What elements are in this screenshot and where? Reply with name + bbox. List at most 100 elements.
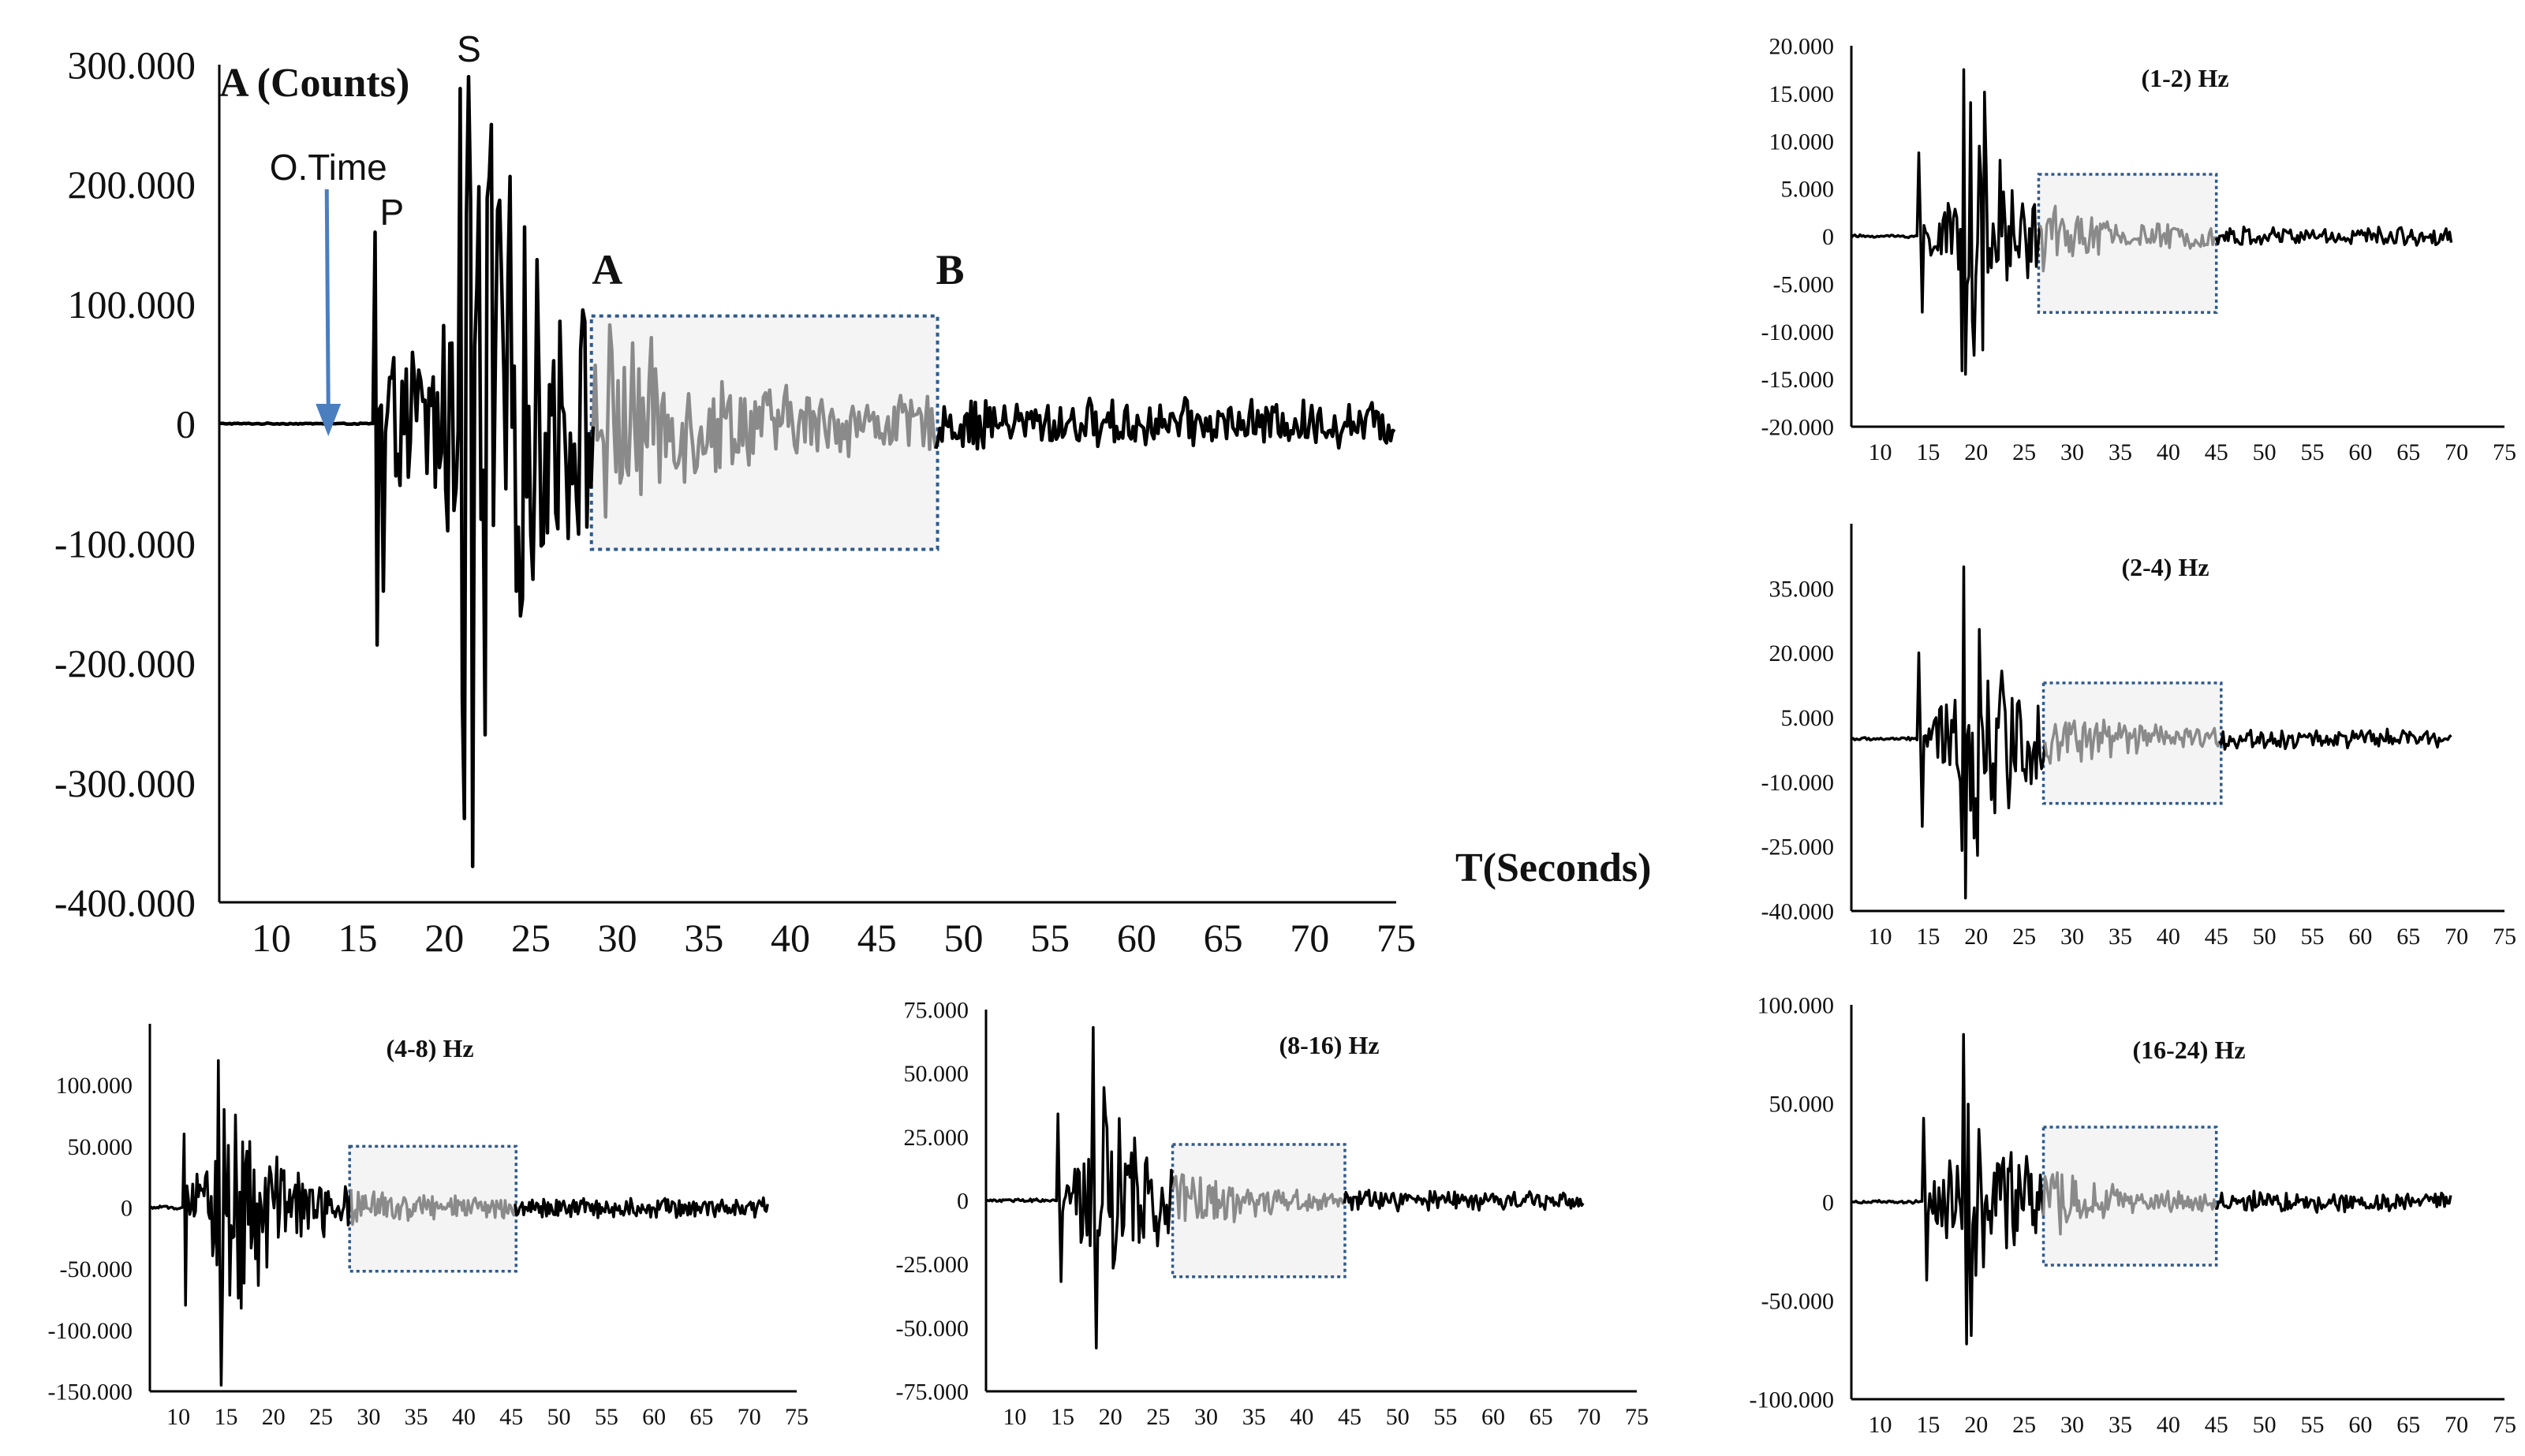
x-tick-label: 70 <box>2445 924 2468 950</box>
waveform-trace <box>1851 1032 2045 1346</box>
y-tick-label: 20.000 <box>1769 34 1835 60</box>
x-tick-label: 45 <box>2205 439 2228 465</box>
x-tick-label: 60 <box>642 1404 666 1430</box>
x-tick-label: 65 <box>1204 916 1243 960</box>
y-tick-label: -400.000 <box>54 881 196 925</box>
x-tick-label: 20 <box>1099 1404 1122 1430</box>
panel-title: (4-8) Hz <box>386 1034 473 1062</box>
y-tick-label: 50.000 <box>904 1061 969 1087</box>
y-tick-label: 100.000 <box>1757 993 1835 1019</box>
waveform-trace <box>985 1025 1175 1350</box>
y-tick-label: 300.000 <box>68 43 196 88</box>
y-tick-label: 0 <box>957 1189 969 1215</box>
x-axis-title: T(Seconds) <box>1455 846 1651 890</box>
waveform-coda-trace <box>2214 225 2453 247</box>
y-tick-label: 20.000 <box>1769 640 1835 666</box>
x-tick-label: 55 <box>1433 1404 1457 1430</box>
y-tick-label: -25.000 <box>896 1252 969 1278</box>
x-tick-label: 70 <box>1290 916 1329 960</box>
y-tick-label: 200.000 <box>68 162 196 207</box>
x-tick-label: 25 <box>1146 1404 1170 1430</box>
y-tick-label: -10.000 <box>1761 319 1835 345</box>
waveform-coda-trace <box>1343 1189 1585 1213</box>
waveform-coda-trace <box>934 396 1396 451</box>
y-tick-label: -15.000 <box>1761 367 1835 393</box>
chart-band-1-2: 20.000 15.000 10.000 5.000 0 -5.000 -10.000 -15… <box>1761 34 2517 466</box>
y-tick-label: 5.000 <box>1781 705 1835 731</box>
x-tick-label: 60 <box>1481 1404 1505 1430</box>
x-tick-label: 30 <box>357 1404 380 1430</box>
y-tick-label: 0 <box>176 402 196 446</box>
waveform-coda-trace <box>514 1196 769 1219</box>
x-tick-label: 75 <box>1625 1404 1649 1430</box>
chart-main: 300.000 200.000 100.000 0 -100.000 -200.000 -3… <box>54 28 1652 960</box>
x-tick-label: 35 <box>1242 1404 1266 1430</box>
x-tick-label: 10 <box>1869 924 1892 950</box>
x-tick-label: 45 <box>857 916 897 960</box>
waveform-window-trace <box>2041 1170 2217 1236</box>
panel-title: (8-16) Hz <box>1279 1031 1379 1059</box>
x-tick-label: 55 <box>1030 916 1070 960</box>
waveform-trace <box>1850 68 2041 376</box>
x-tick-label: 40 <box>771 916 810 960</box>
x-tick-label: 70 <box>2445 439 2468 465</box>
y-tick-label: -50.000 <box>60 1256 133 1282</box>
x-tick-label: 30 <box>1194 1404 1218 1430</box>
x-tick-label: 45 <box>2205 1412 2228 1438</box>
waveform-window-trace <box>349 1189 517 1226</box>
x-tick-label: 15 <box>1916 1412 1940 1438</box>
y-tick-label: -5.000 <box>1773 271 1835 297</box>
x-tick-label: 50 <box>547 1404 571 1430</box>
x-tick-label: 40 <box>452 1404 476 1430</box>
x-tick-label: 10 <box>1003 1404 1026 1430</box>
x-tick-label: 35 <box>684 916 723 960</box>
x-tick-label: 25 <box>309 1404 333 1430</box>
y-tick-label: -25.000 <box>1761 834 1835 861</box>
x-tick-label: 45 <box>2205 924 2228 950</box>
y-tick-label: 35.000 <box>1769 576 1835 602</box>
x-tick-label: 15 <box>1916 924 1940 950</box>
x-tick-label: 60 <box>2348 1412 2372 1438</box>
y-tick-label: -200.000 <box>54 641 196 685</box>
x-tick-label: 65 <box>2396 924 2420 950</box>
x-tick-label: 30 <box>2060 924 2084 950</box>
panel-title: (2-4) Hz <box>2121 553 2209 581</box>
y-tick-label: 0 <box>1822 224 1834 250</box>
y-tick-label: -10.000 <box>1761 770 1835 796</box>
x-tick-label: 65 <box>1530 1404 1553 1430</box>
origin-time-label: O.Time <box>270 147 387 188</box>
y-tick-label: -40.000 <box>1761 899 1835 925</box>
y-tick-label: -100.000 <box>1750 1387 1835 1413</box>
x-tick-label: 25 <box>2012 1412 2036 1438</box>
x-tick-label: 20 <box>1964 439 1988 465</box>
x-tick-label: 45 <box>1338 1404 1361 1430</box>
x-tick-label: 20 <box>1964 924 1988 950</box>
x-tick-label: 40 <box>1290 1404 1313 1430</box>
y-tick-label: -150.000 <box>48 1379 133 1406</box>
y-tick-label: -50.000 <box>1761 1289 1835 1315</box>
chart-band-8-16: 75.000 50.000 25.000 0 -25.000 -50.000 -75.000… <box>896 998 1649 1431</box>
x-tick-label: 50 <box>2253 924 2277 950</box>
panel-title: (16-24) Hz <box>2132 1036 2245 1064</box>
x-tick-label: 60 <box>2348 924 2372 950</box>
y-tick-label: -20.000 <box>1761 415 1835 441</box>
x-tick-label: 10 <box>166 1404 190 1430</box>
x-tick-label: 75 <box>785 1404 809 1430</box>
y-tick-label: -300.000 <box>54 761 196 805</box>
x-tick-label: 10 <box>1869 1412 1892 1438</box>
x-tick-label: 10 <box>252 916 291 960</box>
y-tick-label: 50.000 <box>1769 1092 1835 1118</box>
y-tick-label: 0 <box>121 1196 133 1222</box>
y-tick-label: 50.000 <box>68 1134 133 1160</box>
x-tick-label: 40 <box>2157 1412 2180 1438</box>
x-tick-label: 20 <box>424 916 464 960</box>
s-arrival-label: S <box>457 28 481 69</box>
x-tick-label: 70 <box>1577 1404 1601 1430</box>
x-tick-label: 60 <box>1117 916 1156 960</box>
y-tick-label: 75.000 <box>904 998 969 1024</box>
y-tick-label: 100.000 <box>56 1073 133 1099</box>
waveform-window-trace <box>591 323 938 519</box>
origin-time-arrowhead-icon <box>316 404 342 436</box>
analysis-window-box <box>2041 681 2223 805</box>
x-tick-label: 65 <box>689 1404 713 1430</box>
